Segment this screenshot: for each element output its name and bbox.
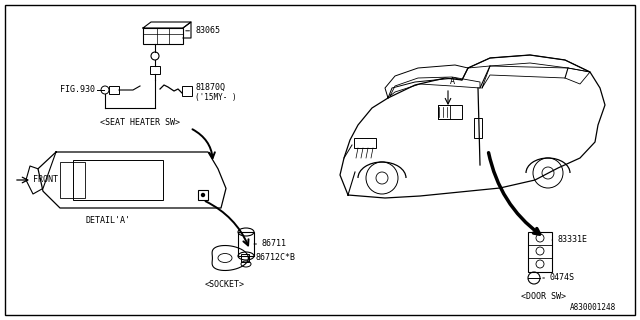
Text: DETAIL'A': DETAIL'A' [85, 216, 130, 225]
Circle shape [202, 194, 205, 196]
Text: <SEAT HEATER SW>: <SEAT HEATER SW> [100, 118, 180, 127]
Bar [438, 105, 450, 119]
Text: 83331E: 83331E [552, 236, 588, 244]
Bar [528, 232, 552, 272]
Text: 0474S: 0474S [543, 274, 575, 283]
Bar [182, 86, 192, 96]
Text: FRONT: FRONT [33, 175, 58, 185]
Bar [60, 162, 85, 198]
Bar [198, 190, 208, 200]
Text: 86711: 86711 [254, 239, 287, 249]
Bar [143, 28, 183, 44]
Bar [238, 232, 254, 256]
Bar [354, 138, 376, 148]
Bar [109, 86, 119, 94]
Text: A830001248: A830001248 [570, 303, 616, 312]
Text: <DOOR SW>: <DOOR SW> [521, 292, 566, 301]
Bar [241, 254, 249, 262]
Text: A: A [450, 77, 455, 86]
Bar [73, 160, 163, 200]
Text: ('15MY- ): ('15MY- ) [195, 93, 237, 102]
Bar [438, 105, 462, 119]
Text: 83065: 83065 [186, 26, 220, 35]
Text: <SOCKET>: <SOCKET> [205, 280, 245, 289]
Bar [474, 118, 482, 138]
Text: FIG.930: FIG.930 [60, 85, 95, 94]
Bar [150, 66, 160, 74]
Text: 86712C*B: 86712C*B [249, 253, 295, 262]
Text: 81870Q: 81870Q [195, 83, 225, 92]
